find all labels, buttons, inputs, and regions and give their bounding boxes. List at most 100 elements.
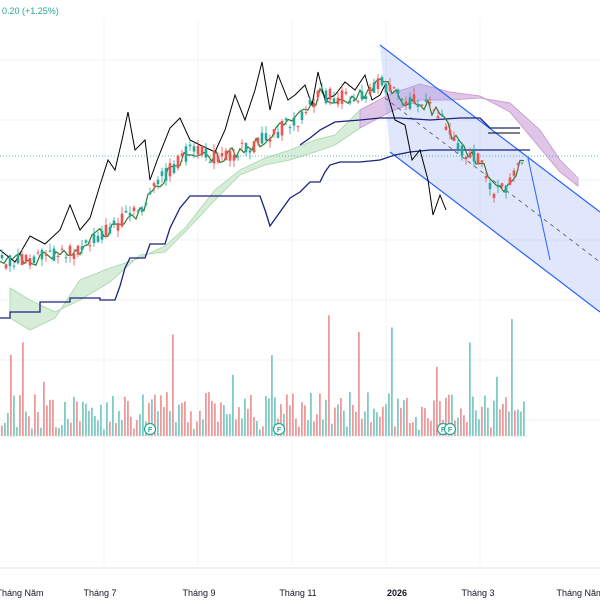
volume-bar: [271, 355, 273, 436]
dividend-marker-label: F: [441, 427, 446, 434]
candle-body: [340, 90, 344, 104]
x-tick-label: Tháng Năm: [0, 588, 44, 598]
candle-body: [12, 265, 16, 267]
candle: [116, 217, 120, 238]
candle: [60, 244, 64, 252]
candle-body: [160, 171, 164, 176]
volume-bar: [175, 422, 177, 436]
volume-bar: [475, 410, 477, 436]
volume-bar: [61, 425, 63, 436]
volume-bar: [172, 334, 174, 436]
channel-median-line: [384, 97, 600, 263]
volume-bar: [274, 397, 276, 436]
volume-bar: [130, 416, 132, 436]
candle-body: [276, 132, 280, 138]
volume-bar: [22, 342, 24, 436]
candle-body: [484, 176, 488, 179]
candle: [168, 158, 172, 182]
candle: [252, 140, 256, 154]
candle-body: [120, 213, 124, 227]
candle: [352, 94, 356, 103]
candle-body: [516, 163, 520, 165]
x-tick-label: 2026: [387, 588, 407, 598]
volume-bar: [4, 422, 6, 436]
candle: [424, 93, 428, 103]
volume-bar: [457, 417, 459, 436]
candle: [136, 209, 140, 213]
candle-body: [80, 246, 84, 250]
candle-body: [520, 162, 524, 164]
volume-bars: [0, 315, 528, 437]
volume-bar: [472, 396, 474, 436]
volume-bar: [481, 406, 483, 436]
volume-bar: [445, 397, 447, 436]
candle: [4, 263, 8, 270]
candle: [456, 137, 460, 153]
candle: [32, 254, 36, 265]
volume-bar: [229, 414, 231, 436]
candle: [512, 168, 516, 183]
candle-body: [196, 145, 200, 155]
candle: [432, 108, 436, 112]
volume-bar: [298, 426, 300, 436]
volume-bar: [46, 405, 48, 436]
volume-bar: [13, 395, 15, 436]
candle-body: [188, 144, 192, 147]
volume-bar: [268, 398, 270, 436]
candle: [156, 176, 160, 190]
candle-body: [400, 99, 404, 101]
volume-bar: [181, 402, 183, 436]
volume-bar: [484, 395, 486, 436]
candle: [296, 125, 300, 132]
volume-bar: [256, 421, 258, 436]
volume-bar: [307, 420, 309, 436]
kijun-sen-line: [0, 149, 530, 319]
volume-bar: [208, 392, 210, 436]
volume-bar: [184, 401, 186, 436]
candle: [396, 88, 400, 100]
candle: [340, 83, 344, 110]
volume-bar: [382, 406, 384, 436]
volume-bar: [523, 401, 525, 436]
candle: [104, 218, 108, 239]
volume-bar: [511, 319, 513, 436]
candle-body: [368, 87, 372, 95]
volume-bar: [433, 400, 435, 436]
volume-bar: [346, 426, 348, 436]
volume-bar: [439, 401, 441, 436]
candle-body: [444, 126, 448, 130]
candle-body: [300, 111, 304, 120]
dividend-marker-label: F: [148, 427, 153, 434]
candle: [64, 251, 68, 263]
volume-bar: [214, 403, 216, 436]
candle: [44, 250, 48, 262]
candle-body: [224, 150, 228, 161]
volume-bar: [25, 411, 27, 436]
candle-body: [60, 248, 64, 250]
volume-bar: [112, 395, 114, 436]
volume-bar: [304, 405, 306, 436]
candle: [216, 152, 220, 164]
candle: [120, 206, 124, 228]
candle-body: [64, 257, 68, 259]
candle-body: [216, 155, 220, 163]
candle: [272, 129, 276, 138]
candle: [264, 126, 268, 144]
candle-body: [296, 126, 300, 128]
candle-body: [76, 245, 80, 255]
candle: [140, 205, 144, 216]
candle: [376, 74, 380, 94]
candle-body: [136, 211, 140, 213]
volume-bar: [16, 427, 18, 436]
candle-body: [140, 207, 144, 212]
volume-bar: [142, 394, 144, 436]
volume-bar: [247, 408, 249, 436]
volume-bar: [223, 405, 225, 436]
candle: [444, 122, 448, 131]
volume-bar: [226, 414, 228, 436]
candle-body: [328, 88, 332, 100]
dividend-marker: F: [443, 422, 457, 436]
candle: [180, 149, 184, 162]
candle-body: [456, 143, 460, 149]
